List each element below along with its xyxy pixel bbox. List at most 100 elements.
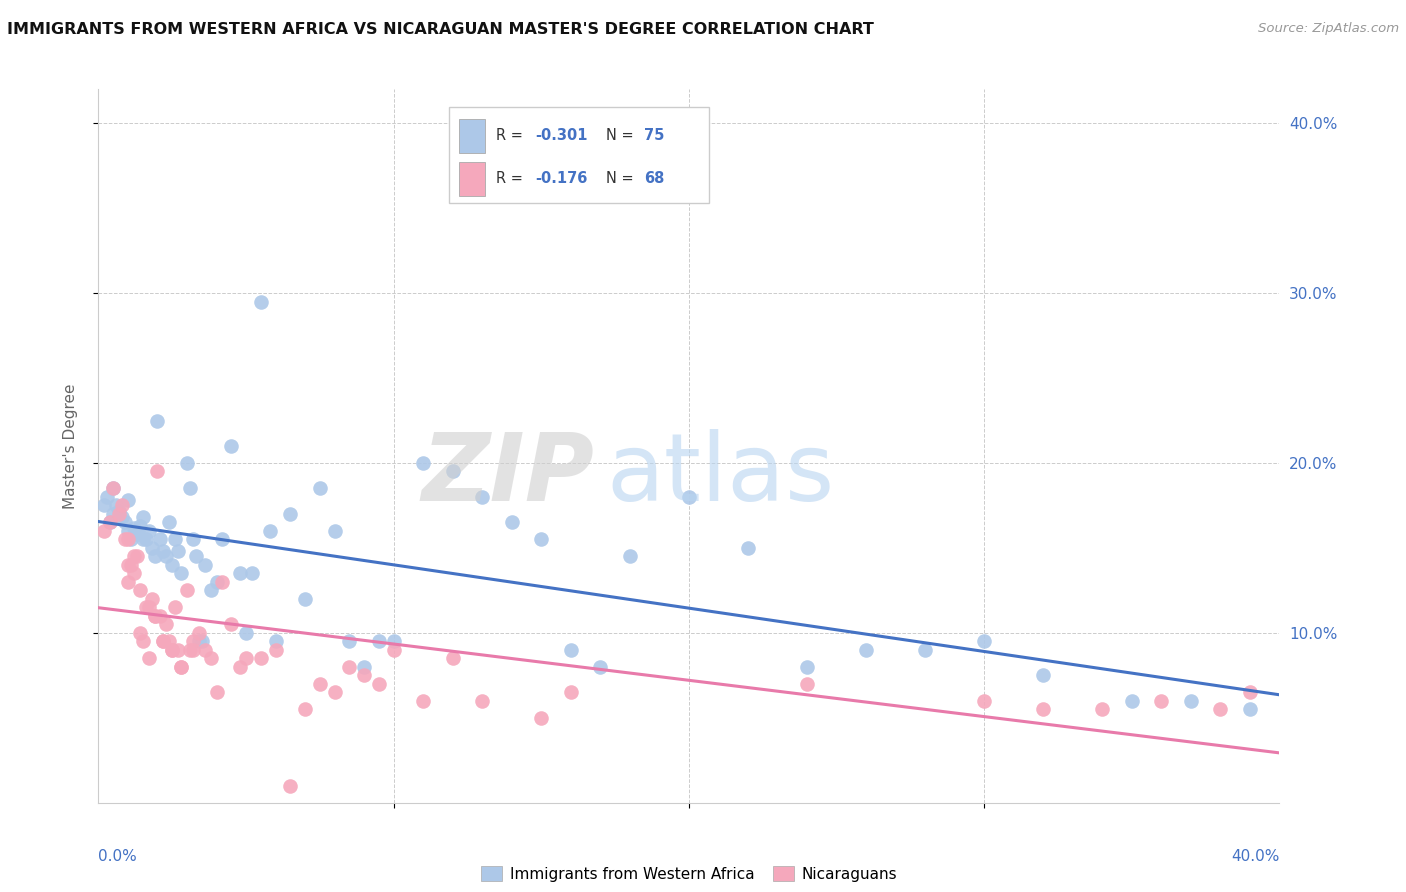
Point [1091,702,1114,716]
Point [737,541,759,555]
Point [194,643,217,657]
Point [111,510,134,524]
Point [678,490,700,504]
Point [149,608,172,623]
Point [117,558,139,572]
Point [619,549,641,564]
Point [191,634,214,648]
Point [143,608,166,623]
Point [278,507,302,521]
Point [353,668,375,682]
Point [796,677,818,691]
Point [120,558,142,572]
Point [117,493,139,508]
Point [138,651,160,665]
Point [530,711,553,725]
Point [138,600,160,615]
Point [412,694,434,708]
Point [471,490,494,504]
Point [973,634,995,648]
Point [184,549,207,564]
Point [176,583,198,598]
Point [368,677,391,691]
Point [294,702,316,716]
Point [323,524,346,538]
Point [1032,668,1054,682]
Point [441,465,464,479]
Point [146,465,169,479]
Point [250,294,273,309]
Point [143,549,166,564]
FancyBboxPatch shape [458,120,485,153]
Point [170,660,193,674]
Point [132,533,155,547]
Point [914,643,936,657]
Point [165,533,187,547]
Point [117,533,139,547]
Text: N =: N = [606,128,638,143]
Point [120,533,142,547]
Point [471,694,494,708]
Point [368,634,391,648]
Text: IMMIGRANTS FROM WESTERN AFRICA VS NICARAGUAN MASTER'S DEGREE CORRELATION CHART: IMMIGRANTS FROM WESTERN AFRICA VS NICARA… [7,22,875,37]
Point [93,499,115,513]
Point [152,634,174,648]
Text: -0.176: -0.176 [536,171,588,186]
Point [98,516,121,530]
Point [229,660,252,674]
Point [132,634,155,648]
Point [132,510,155,524]
Point [103,507,125,521]
Point [117,524,139,538]
Point [1209,702,1232,716]
Point [441,651,464,665]
Text: Source: ZipAtlas.com: Source: ZipAtlas.com [1258,22,1399,36]
Point [219,617,242,632]
Point [309,677,332,691]
Point [141,591,163,606]
Point [278,779,302,793]
Point [170,566,193,581]
FancyBboxPatch shape [449,107,709,203]
Point [264,643,287,657]
Text: N =: N = [606,171,638,186]
Point [339,634,360,648]
Point [211,574,233,589]
Point [155,617,177,632]
Point [141,541,163,555]
Point [170,660,193,674]
Point [162,558,183,572]
Text: 40.0%: 40.0% [1232,849,1279,863]
Point [135,533,157,547]
Point [200,583,222,598]
Point [323,685,346,699]
Point [176,456,198,470]
Point [117,574,139,589]
Point [135,600,157,615]
Point [167,544,190,558]
Text: 0.0%: 0.0% [98,849,138,863]
Point [309,482,332,496]
Point [114,516,136,530]
Point [1239,702,1261,716]
Point [259,524,281,538]
Point [111,499,134,513]
Point [353,660,375,674]
Point [108,503,131,517]
Legend: Immigrants from Western Africa, Nicaraguans: Immigrants from Western Africa, Nicaragu… [474,860,904,888]
Point [235,626,257,640]
Point [128,583,150,598]
Point [1150,694,1173,708]
Point [205,574,228,589]
Point [219,439,242,453]
Point [162,643,183,657]
Point [187,626,209,640]
Text: 75: 75 [644,128,665,143]
Point [264,634,287,648]
Point [250,651,273,665]
Point [125,549,148,564]
Point [93,524,115,538]
Point [122,549,145,564]
Y-axis label: Master's Degree: Master's Degree [63,384,77,508]
Point [200,651,222,665]
